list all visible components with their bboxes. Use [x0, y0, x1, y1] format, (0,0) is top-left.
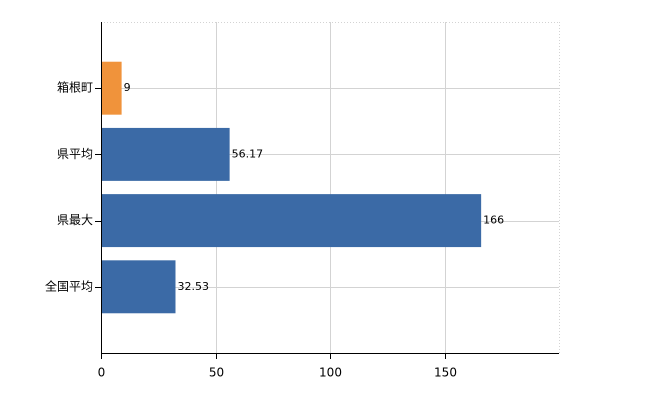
y-tick-label: 県最大	[57, 213, 93, 227]
bar	[101, 194, 482, 248]
x-tick-label: 100	[319, 366, 342, 380]
value-label: 9	[124, 81, 131, 94]
x-tick-label: 0	[98, 366, 106, 380]
bar	[101, 260, 176, 314]
value-label: 56.17	[232, 147, 264, 160]
y-tick-label: 箱根町	[57, 80, 93, 95]
bar	[101, 61, 122, 115]
value-label: 166	[483, 214, 504, 227]
y-tick-label: 県平均	[57, 147, 93, 161]
value-label: 32.53	[177, 280, 209, 293]
y-tick-label: 全国平均	[45, 278, 93, 293]
x-tick-label: 50	[209, 366, 224, 380]
bar	[101, 127, 230, 181]
x-tick-label: 150	[434, 366, 457, 380]
